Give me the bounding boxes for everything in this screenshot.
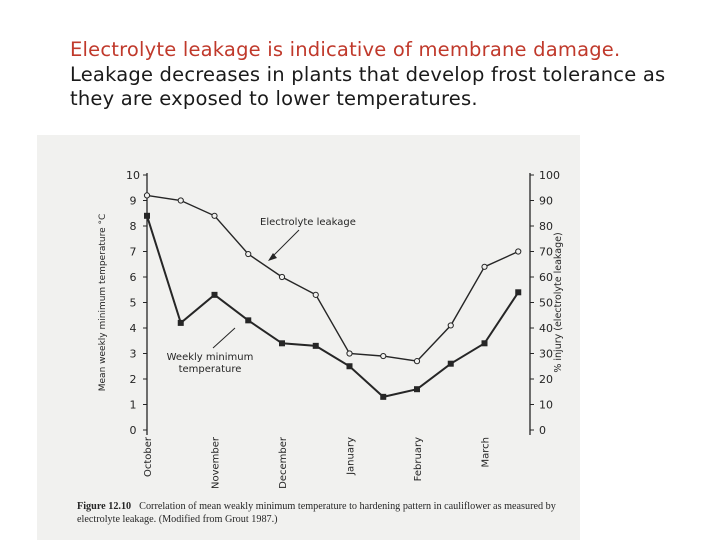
leakage-point — [143, 192, 151, 199]
leakage-point — [380, 352, 387, 360]
left-tick-label: 0 — [130, 424, 137, 437]
leakage-point — [278, 273, 286, 281]
figure-caption-text: Correlation of mean weakly minimum tempe… — [77, 501, 556, 525]
right-tick-label: 90 — [539, 195, 553, 208]
temperature-point — [312, 342, 319, 349]
temperature-point — [177, 319, 184, 326]
right-tick-label: 50 — [539, 297, 553, 310]
left-tick-label: 5 — [130, 297, 137, 310]
leakage-annotation-label: Electrolyte leakage — [260, 217, 356, 228]
right-tick-label: 40 — [539, 322, 553, 335]
right-tick-label: 80 — [539, 220, 553, 233]
left-tick-label: 10 — [126, 169, 140, 182]
left-tick-label: 1 — [130, 399, 137, 412]
leakage-annotation-pointer — [271, 229, 300, 258]
temperature-point — [481, 340, 488, 347]
right-tick-label: 10 — [539, 399, 553, 412]
temperature-point — [211, 291, 218, 298]
right-tick-label: 20 — [539, 373, 553, 386]
left-tick-label: 6 — [130, 271, 137, 284]
month-label: October — [143, 436, 154, 477]
temperature-point — [144, 212, 150, 219]
temperature-point — [515, 289, 522, 296]
month-label: February — [413, 437, 424, 481]
leakage-annotation-arrowhead — [268, 253, 277, 261]
temperature-point — [414, 386, 420, 393]
figure-caption: Figure 12.10 Correlation of mean weakly m… — [77, 500, 577, 526]
right-tick-label: 70 — [539, 246, 553, 259]
right-tick-label: 60 — [539, 271, 553, 284]
temperature-point — [279, 340, 285, 347]
temperature-annotation-label: temperature — [179, 364, 242, 375]
left-tick-label: 3 — [130, 348, 137, 361]
temperature-annotation-label: Weekly minimum — [167, 352, 254, 363]
figure-caption-label: Figure 12.10 — [77, 501, 132, 512]
left-tick-label: 4 — [130, 322, 137, 335]
temperature-point — [380, 393, 387, 400]
left-tick-label: 2 — [130, 373, 137, 386]
temperature-line — [146, 215, 520, 398]
heading-line-membrane-damage: Electrolyte leakage is indicative of mem… — [70, 38, 621, 61]
leakage-point — [346, 350, 353, 357]
right-tick-label: 100 — [539, 169, 560, 182]
leakage-point — [312, 291, 319, 298]
right-axis-title: % injury (electrolyte leakage) — [553, 232, 564, 372]
temperature-point — [245, 317, 252, 324]
left-axis-title: Mean weekly minimum temperature °C — [98, 214, 108, 392]
slide-heading: Electrolyte leakage is indicative of mem… — [70, 38, 710, 112]
leakage-point — [211, 212, 218, 219]
right-tick-label: 0 — [539, 424, 546, 437]
month-label: March — [481, 437, 492, 467]
leakage-point — [515, 248, 522, 255]
leakage-point — [481, 263, 488, 270]
right-tick-label: 30 — [539, 348, 553, 361]
temperature-point — [447, 360, 454, 367]
leakage-line — [146, 194, 519, 362]
month-label: December — [278, 436, 289, 489]
leakage-point — [177, 197, 184, 204]
temperature-annotation-pointer — [212, 327, 236, 349]
figure-panel: 0 1 2 3 4 5 6 7 8 9 10 0 10 20 30 40 50 60 70 80 90 100 Mean w… — [37, 135, 580, 540]
left-tick-label: 8 — [130, 220, 137, 233]
temperature-point — [346, 363, 353, 370]
heading-line-frost-tolerance: Leakage decreases in plants that develop… — [70, 62, 666, 111]
left-tick-label: 7 — [130, 246, 137, 259]
leakage-point — [245, 250, 252, 258]
left-tick-label: 9 — [130, 195, 137, 208]
leakage-point — [413, 358, 421, 365]
month-label: November — [211, 436, 222, 489]
leakage-point — [447, 322, 454, 329]
month-label: January — [346, 437, 357, 476]
